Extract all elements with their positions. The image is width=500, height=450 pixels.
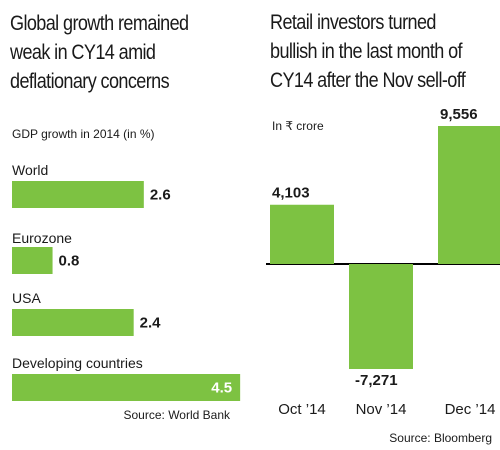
gdp-chart-subtitle: GDP growth in 2014 (in %) — [12, 127, 155, 141]
bar-oct-14 — [270, 204, 334, 264]
gdp-growth-panel: Global growth remained weak in CY14 amid… — [10, 9, 242, 422]
category-label-usa: USA — [12, 290, 41, 306]
gdp-chart-title: Global growth remained weak in CY14 amid… — [10, 9, 242, 96]
value-label-oct-14: 4,103 — [272, 185, 310, 202]
gdp-source-note: Source: World Bank — [123, 408, 231, 422]
tick-label-nov-14: Nov ’14 — [356, 401, 407, 418]
retail-chart-unit-label: In ₹ crore — [272, 119, 324, 133]
retail-source-note: Source: Bloomberg — [389, 431, 492, 445]
value-label-dec-14: 9,556 — [440, 106, 478, 123]
value-label-usa: 2.4 — [140, 315, 162, 332]
retail-title-line-3: CY14 after the Nov sell-off — [270, 69, 466, 92]
gdp-title-line-2: weak in CY14 amid — [10, 41, 156, 64]
gdp-title-line-3: deflationary concerns — [10, 70, 170, 93]
category-label-eurozone: Eurozone — [12, 230, 72, 246]
bar-nov-14 — [349, 264, 413, 370]
gdp-bar-chart: World 2.6 Eurozone 0.8 USA 2.4 Developing coun… — [12, 162, 241, 401]
retail-title-line-2: bullish in the last month of — [270, 40, 463, 63]
value-label-nov-14: -7,271 — [355, 372, 398, 389]
retail-bar-chart: 4,103 Oct ’14 -7,271 Nov ’14 9,556 Dec ’14 — [266, 106, 500, 418]
value-label-developing-countries: 4.5 — [211, 380, 232, 397]
gdp-title-line-1: Global growth remained — [10, 12, 189, 35]
bar-dec-14 — [438, 126, 500, 264]
retail-flows-panel: Retail investors turned bullish in the l… — [262, 0, 500, 450]
bar-world — [12, 181, 144, 208]
category-label-world: World — [12, 162, 48, 178]
retail-title-line-1: Retail investors turned — [270, 11, 436, 34]
bar-developing-countries — [12, 374, 241, 401]
retail-chart-title: Retail investors turned bullish in the l… — [270, 8, 495, 95]
tick-label-oct-14: Oct ’14 — [278, 401, 326, 418]
bar-eurozone — [12, 247, 53, 274]
bar-usa — [12, 309, 134, 336]
category-label-developing-countries: Developing countries — [12, 355, 143, 371]
value-label-eurozone: 0.8 — [59, 253, 80, 270]
value-label-world: 2.6 — [150, 187, 171, 204]
tick-label-dec-14: Dec ’14 — [445, 401, 496, 418]
